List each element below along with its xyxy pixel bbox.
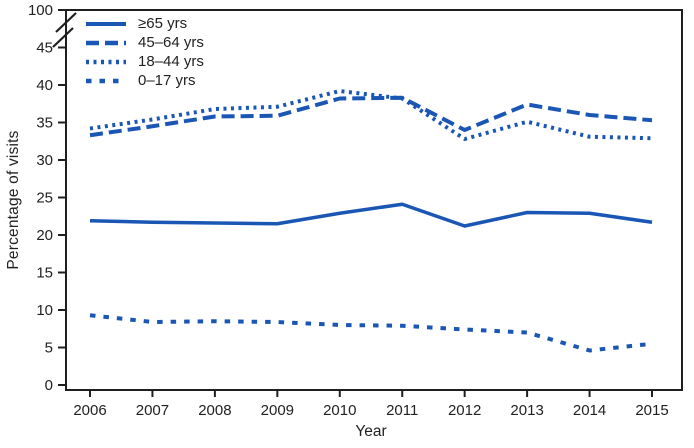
x-tick-label: 2009	[261, 402, 294, 419]
legend-swatch-solid-icon	[86, 21, 126, 26]
series-line-45-64	[89, 95, 653, 138]
y-tick-label: 10	[36, 302, 53, 319]
y-axis-title: Percentage of visits	[5, 130, 22, 270]
legend-label: ≥65 yrs	[138, 15, 188, 32]
legend-label: 0–17 yrs	[138, 72, 196, 89]
legend-label: 18–44 yrs	[138, 53, 204, 70]
x-axis-title: Year	[355, 423, 387, 440]
series-line-18-44	[89, 89, 653, 141]
legend: ≥65 yrs 45–64 yrs 18–44 yrs 0–17 yrs	[84, 15, 204, 89]
x-tick-label: 2013	[510, 402, 543, 419]
legend-item-18-44: 18–44 yrs	[84, 53, 204, 70]
y-tick-label: 15	[36, 265, 53, 282]
legend-item-65-plus: ≥65 yrs	[84, 15, 204, 32]
legend-swatch-long-dash-icon	[86, 40, 126, 45]
legend-swatch-short-dash-icon	[86, 78, 126, 83]
y-tick-label: 25	[36, 190, 53, 207]
x-tick-label: 2010	[323, 402, 356, 419]
x-tick-label: 2008	[198, 402, 231, 419]
plot-frame	[65, 9, 683, 391]
y-tick-label: 35	[36, 115, 53, 132]
x-tick-label: 2014	[573, 402, 606, 419]
y-tick-label: 100	[28, 2, 53, 19]
legend-swatch-dot-icon	[86, 59, 126, 64]
y-tick-label: 40	[36, 77, 53, 94]
axis-break-mark	[55, 12, 77, 33]
y-tick-label: 30	[36, 152, 53, 169]
series-line-65-plus	[89, 202, 653, 228]
legend-item-0-17: 0–17 yrs	[84, 72, 204, 89]
legend-label: 45–64 yrs	[138, 34, 204, 51]
series-line-0-17	[89, 313, 653, 353]
x-tick-label: 2012	[448, 402, 481, 419]
y-tick-label: 0	[45, 377, 53, 394]
axis-break-mark	[52, 27, 74, 48]
y-tick-label: 45	[36, 40, 53, 57]
x-tick-label: 2015	[635, 402, 668, 419]
x-tick-label: 2011	[386, 402, 418, 419]
x-tick-label: 2007	[136, 402, 169, 419]
y-tick-label: 5	[45, 340, 53, 357]
legend-item-45-64: 45–64 yrs	[84, 34, 204, 51]
x-tick-label: 2006	[73, 402, 106, 419]
y-tick-label: 20	[36, 227, 53, 244]
